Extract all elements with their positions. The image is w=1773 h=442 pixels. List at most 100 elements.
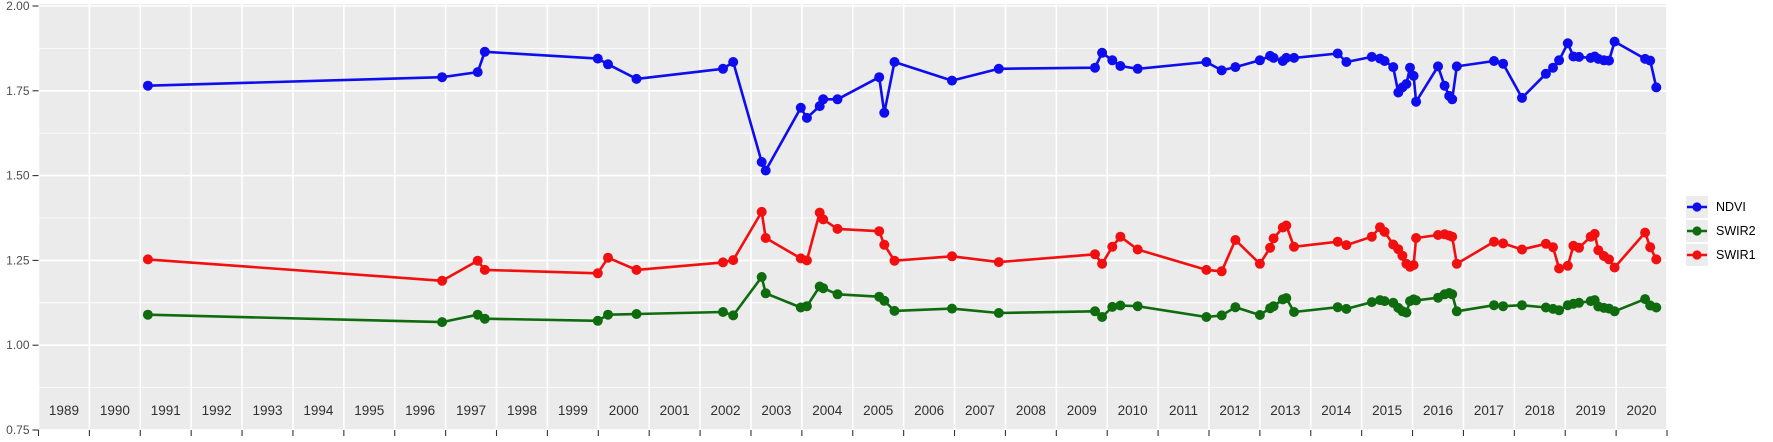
data-point-NDVI — [1281, 52, 1292, 63]
x-axis-label: 2012 — [1219, 403, 1249, 418]
data-point-SWIR1 — [993, 257, 1004, 268]
data-point-NDVI — [879, 107, 890, 118]
data-point-NDVI — [1289, 52, 1299, 63]
data-point-NDVI — [1517, 92, 1527, 103]
x-axis-label: 1992 — [202, 403, 232, 418]
data-point-SWIR1 — [1548, 242, 1558, 253]
data-point-SWIR1 — [1201, 264, 1212, 275]
y-axis-label: 1.25 — [6, 253, 30, 267]
data-point-SWIR2 — [728, 310, 739, 321]
x-axis-label: 2018 — [1525, 403, 1555, 418]
data-point-SWIR1 — [1451, 258, 1462, 269]
data-point-SWIR1 — [1645, 242, 1656, 253]
data-point-NDVI — [1090, 62, 1100, 73]
data-point-NDVI — [1498, 58, 1509, 69]
data-point-SWIR1 — [1230, 235, 1241, 245]
data-point-NDVI — [592, 53, 603, 64]
data-point-NDVI — [1405, 62, 1415, 73]
data-point-SWIR2 — [832, 289, 843, 300]
data-point-NDVI — [1107, 55, 1118, 66]
x-axis-label: 2020 — [1627, 403, 1657, 418]
data-point-SWIR2 — [479, 313, 490, 324]
data-point-SWIR2 — [1447, 289, 1458, 300]
data-point-SWIR2 — [603, 309, 613, 320]
data-point-NDVI — [728, 57, 739, 67]
data-point-SWIR2 — [1230, 302, 1241, 313]
x-axis-label: 2002 — [711, 403, 741, 418]
x-axis-label: 2008 — [1016, 403, 1046, 418]
data-point-SWIR2 — [437, 317, 448, 328]
data-point-SWIR1 — [1366, 231, 1377, 242]
legend-item-ndvi: NDVI — [1686, 196, 1756, 218]
x-axis-label: 1995 — [354, 403, 384, 418]
data-point-SWIR2 — [1132, 301, 1143, 312]
data-point-SWIR1 — [1517, 244, 1527, 255]
data-point-SWIR1 — [1265, 242, 1276, 253]
data-point-SWIR2 — [1498, 301, 1509, 312]
data-point-NDVI — [1548, 62, 1558, 73]
data-point-SWIR1 — [728, 255, 739, 266]
data-point-SWIR2 — [1554, 305, 1565, 316]
y-axis-label: 2.00 — [6, 0, 30, 13]
data-point-SWIR1 — [1411, 233, 1422, 243]
data-point-SWIR1 — [1554, 263, 1565, 274]
data-point-SWIR1 — [801, 255, 812, 266]
data-point-NDVI — [993, 63, 1004, 74]
x-axis-label: 2010 — [1118, 403, 1148, 418]
data-point-NDVI — [1254, 55, 1265, 66]
data-point-SWIR1 — [1640, 227, 1651, 238]
x-axis-label: 2009 — [1067, 403, 1097, 418]
data-point-SWIR1 — [879, 239, 890, 250]
x-axis-label: 1994 — [303, 403, 334, 418]
data-point-SWIR1 — [1115, 231, 1126, 242]
data-point-SWIR2 — [142, 309, 153, 320]
data-point-NDVI — [1201, 57, 1212, 67]
data-point-NDVI — [479, 46, 490, 57]
data-point-SWIR2 — [879, 295, 890, 306]
y-axis-label: 1.75 — [6, 84, 30, 98]
data-point-NDVI — [1411, 96, 1422, 107]
data-point-SWIR2 — [1574, 297, 1584, 308]
data-point-SWIR1 — [1216, 266, 1227, 277]
x-axis-label: 2005 — [863, 403, 893, 418]
data-point-SWIR2 — [993, 308, 1004, 318]
x-axis-label: 1993 — [252, 403, 282, 418]
data-point-SWIR1 — [1651, 254, 1662, 265]
data-point-SWIR2 — [1651, 302, 1662, 313]
legend-label-swir1: SWIR1 — [1716, 248, 1756, 262]
x-axis-label: 2011 — [1169, 403, 1198, 418]
data-point-SWIR2 — [1254, 310, 1265, 320]
data-point-SWIR1 — [472, 255, 483, 266]
data-point-SWIR2 — [592, 315, 603, 326]
data-point-SWIR1 — [1289, 241, 1299, 252]
data-point-NDVI — [756, 157, 767, 167]
data-point-SWIR1 — [1604, 254, 1614, 265]
data-point-SWIR1 — [1609, 262, 1620, 273]
data-point-SWIR1 — [818, 214, 829, 225]
data-point-SWIR1 — [1408, 260, 1419, 271]
data-point-SWIR1 — [947, 251, 957, 262]
x-axis-label: 1996 — [405, 403, 435, 418]
data-point-NDVI — [1268, 52, 1279, 63]
data-point-NDVI — [1401, 79, 1412, 89]
data-point-SWIR1 — [592, 268, 603, 279]
data-point-SWIR1 — [1268, 233, 1279, 244]
legend-key-swir1 — [1686, 244, 1708, 266]
legend-glyph-swir1-icon — [1687, 250, 1707, 260]
data-point-SWIR1 — [718, 257, 728, 268]
data-point-NDVI — [1132, 63, 1143, 74]
x-axis-label: 2004 — [812, 403, 843, 418]
data-point-SWIR2 — [1609, 306, 1620, 317]
data-point-SWIR1 — [479, 264, 490, 275]
data-point-NDVI — [1115, 61, 1126, 71]
data-point-NDVI — [947, 75, 957, 86]
data-point-NDVI — [1230, 62, 1241, 73]
data-point-SWIR2 — [756, 272, 767, 282]
data-point-NDVI — [631, 73, 642, 84]
data-point-NDVI — [603, 59, 613, 70]
data-point-NDVI — [1447, 94, 1458, 105]
data-point-SWIR1 — [756, 206, 767, 217]
x-axis-label: 2019 — [1576, 403, 1606, 418]
data-point-SWIR1 — [1498, 238, 1509, 249]
